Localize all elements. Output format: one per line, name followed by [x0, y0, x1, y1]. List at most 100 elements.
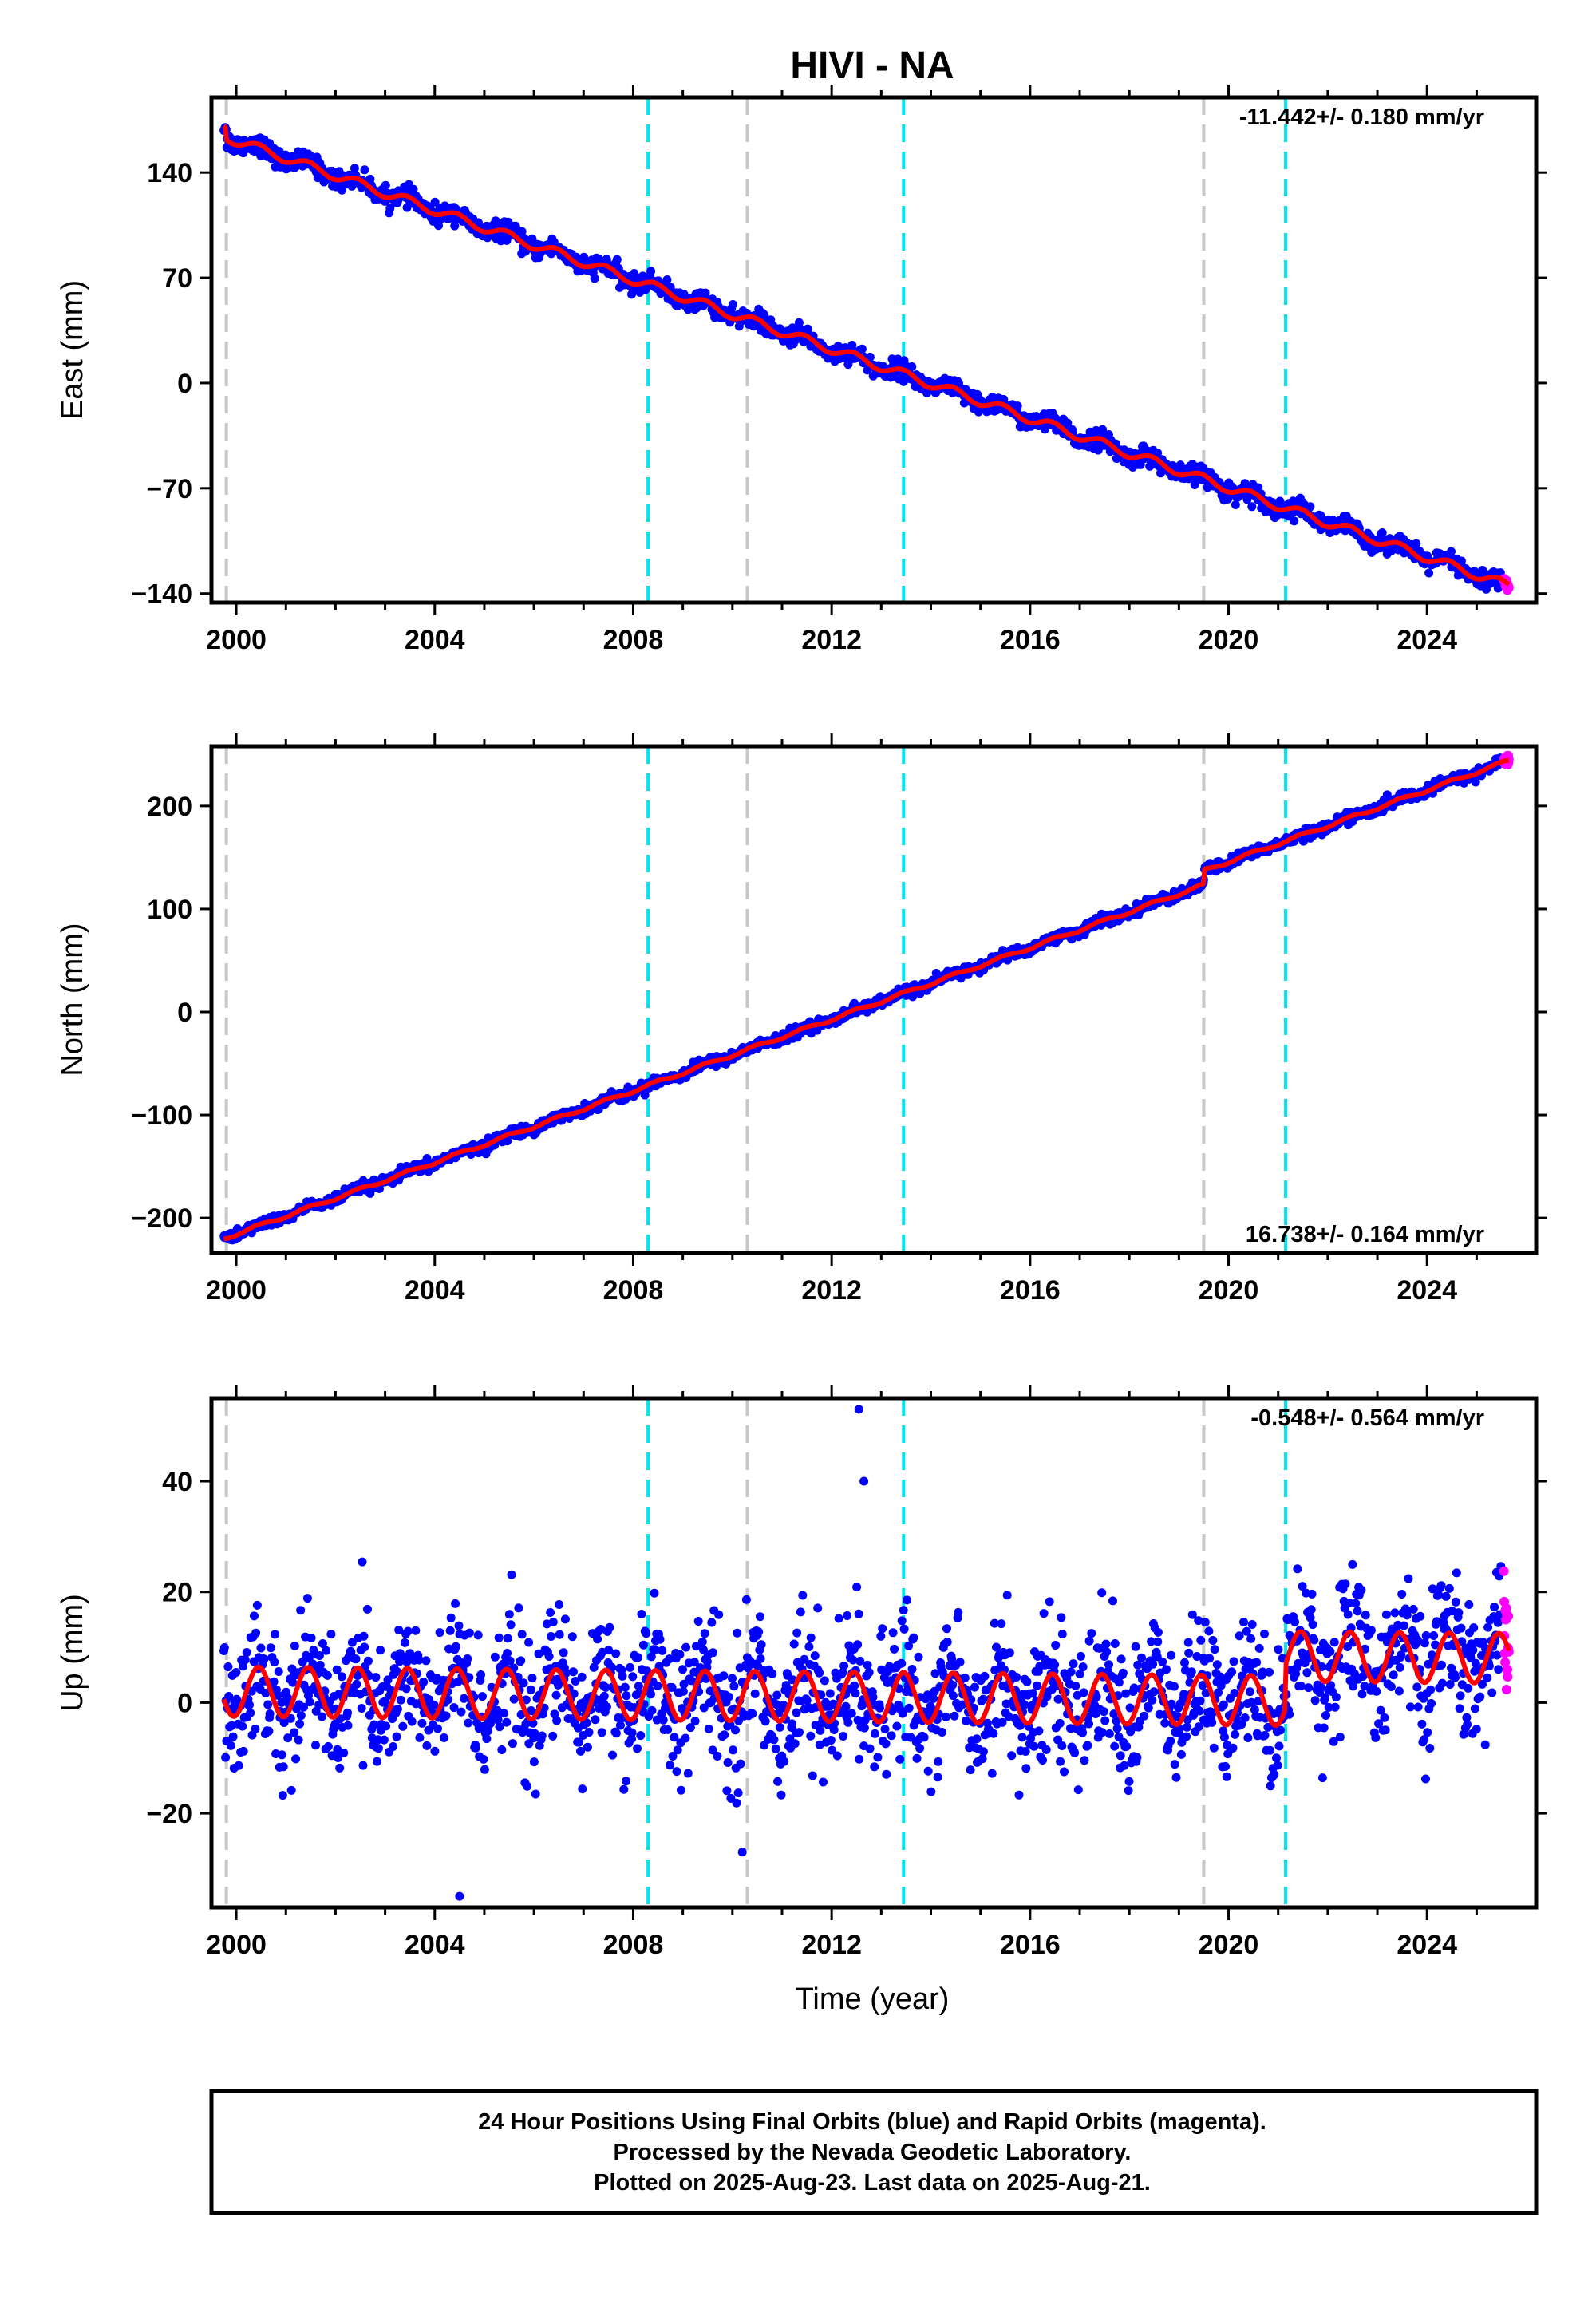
up-final-point	[290, 1728, 299, 1737]
north-xtick-label: 2004	[405, 1275, 465, 1306]
up-final-point	[490, 1652, 500, 1662]
up-final-point	[681, 1642, 691, 1652]
up-final-point	[1007, 1751, 1017, 1761]
up-final-point	[363, 1604, 372, 1614]
up-final-point	[577, 1672, 587, 1682]
up-final-point	[323, 1741, 333, 1751]
up-final-point	[1017, 1733, 1027, 1742]
up-final-point	[286, 1785, 296, 1795]
up-final-point	[796, 1607, 805, 1617]
up-final-point	[634, 1682, 643, 1691]
east-final-point	[662, 275, 672, 284]
up-final-point	[826, 1736, 836, 1745]
up-final-point	[263, 1700, 273, 1709]
up-final-point	[403, 1626, 413, 1636]
east-xtick-label: 2008	[603, 625, 664, 655]
up-final-point	[401, 1684, 411, 1694]
up-final-point	[666, 1761, 675, 1770]
up-final-point	[476, 1670, 486, 1679]
up-final-point	[360, 1642, 369, 1652]
north-xtick-label: 2000	[206, 1275, 267, 1306]
up-final-point	[865, 1744, 875, 1753]
up-final-point	[890, 1644, 899, 1654]
up-final-point	[446, 1613, 456, 1622]
up-final-point	[516, 1656, 526, 1666]
up-final-point	[415, 1733, 425, 1742]
up-final-point	[234, 1761, 243, 1770]
up-final-point	[419, 1678, 429, 1686]
east-final-point	[728, 300, 737, 309]
east-y-axis-label: East (mm)	[56, 280, 89, 420]
up-final-point	[239, 1746, 248, 1756]
up-final-point	[672, 1767, 681, 1777]
up-final-point	[219, 1643, 229, 1652]
up-final-point	[627, 1728, 637, 1737]
east-final-point	[865, 353, 875, 362]
up-final-point	[769, 1735, 779, 1745]
up-final-point	[471, 1743, 480, 1753]
up-final-point	[228, 1732, 238, 1741]
up-final-point	[618, 1671, 627, 1681]
up-final-point	[642, 1629, 651, 1638]
up-final-point	[379, 1735, 389, 1745]
up-final-point	[1050, 1660, 1060, 1670]
up-final-point	[417, 1718, 427, 1728]
up-final-point	[768, 1669, 777, 1678]
up-final-point	[259, 1654, 269, 1664]
up-final-point	[502, 1717, 512, 1727]
up-final-point	[903, 1595, 911, 1605]
up-final-point	[773, 1777, 783, 1786]
north-velocity-label: 16.738+/- 0.164 mm/yr	[1246, 1222, 1484, 1247]
up-final-point	[256, 1643, 266, 1653]
up-final-point	[398, 1721, 408, 1731]
up-final-point	[552, 1716, 562, 1725]
up-final-point	[599, 1691, 609, 1701]
up-final-point	[351, 1654, 361, 1664]
up-final-point	[795, 1728, 804, 1737]
up-final-point	[881, 1739, 891, 1749]
up-final-point	[772, 1690, 782, 1700]
up-final-point	[400, 1638, 409, 1647]
up-final-point	[878, 1624, 887, 1634]
up-final-point	[494, 1633, 504, 1642]
up-final-point	[728, 1674, 737, 1683]
east-xtick-label: 2000	[206, 625, 267, 655]
up-final-point	[517, 1630, 527, 1639]
east-final-point	[760, 310, 769, 319]
up-final-point	[602, 1702, 611, 1712]
east-ytick-label: 0	[177, 369, 192, 399]
up-final-point	[798, 1591, 808, 1600]
east-final-point	[350, 164, 359, 173]
east-ytick-label: −140	[131, 579, 192, 610]
up-final-point	[376, 1646, 385, 1655]
up-final-point	[454, 1621, 464, 1630]
up-final-point	[359, 1631, 369, 1641]
up-final-point	[987, 1769, 997, 1778]
up-final-point	[622, 1691, 631, 1701]
up-final-point	[787, 1719, 796, 1729]
up-final-point	[591, 1715, 600, 1725]
up-final-point	[707, 1618, 717, 1627]
up-final-point	[264, 1726, 274, 1736]
up-final-point	[451, 1642, 460, 1651]
up-final-point	[897, 1658, 907, 1668]
up-event-lines	[224, 1398, 1288, 1907]
up-final-point	[343, 1721, 353, 1730]
up-final-point	[440, 1733, 448, 1742]
up-final-point	[266, 1643, 275, 1653]
up-final-point	[678, 1665, 687, 1674]
up-final-point	[930, 1669, 940, 1678]
up-final-point	[736, 1759, 745, 1769]
up-final-point	[242, 1648, 251, 1657]
up-final-point	[524, 1638, 534, 1647]
up-final-point	[305, 1697, 314, 1707]
up-final-point	[464, 1718, 473, 1728]
up-final-point	[864, 1668, 874, 1677]
up-final-point	[507, 1570, 516, 1579]
up-final-point	[433, 1724, 442, 1733]
up-final-point	[888, 1628, 898, 1638]
up-final-point	[653, 1681, 662, 1690]
